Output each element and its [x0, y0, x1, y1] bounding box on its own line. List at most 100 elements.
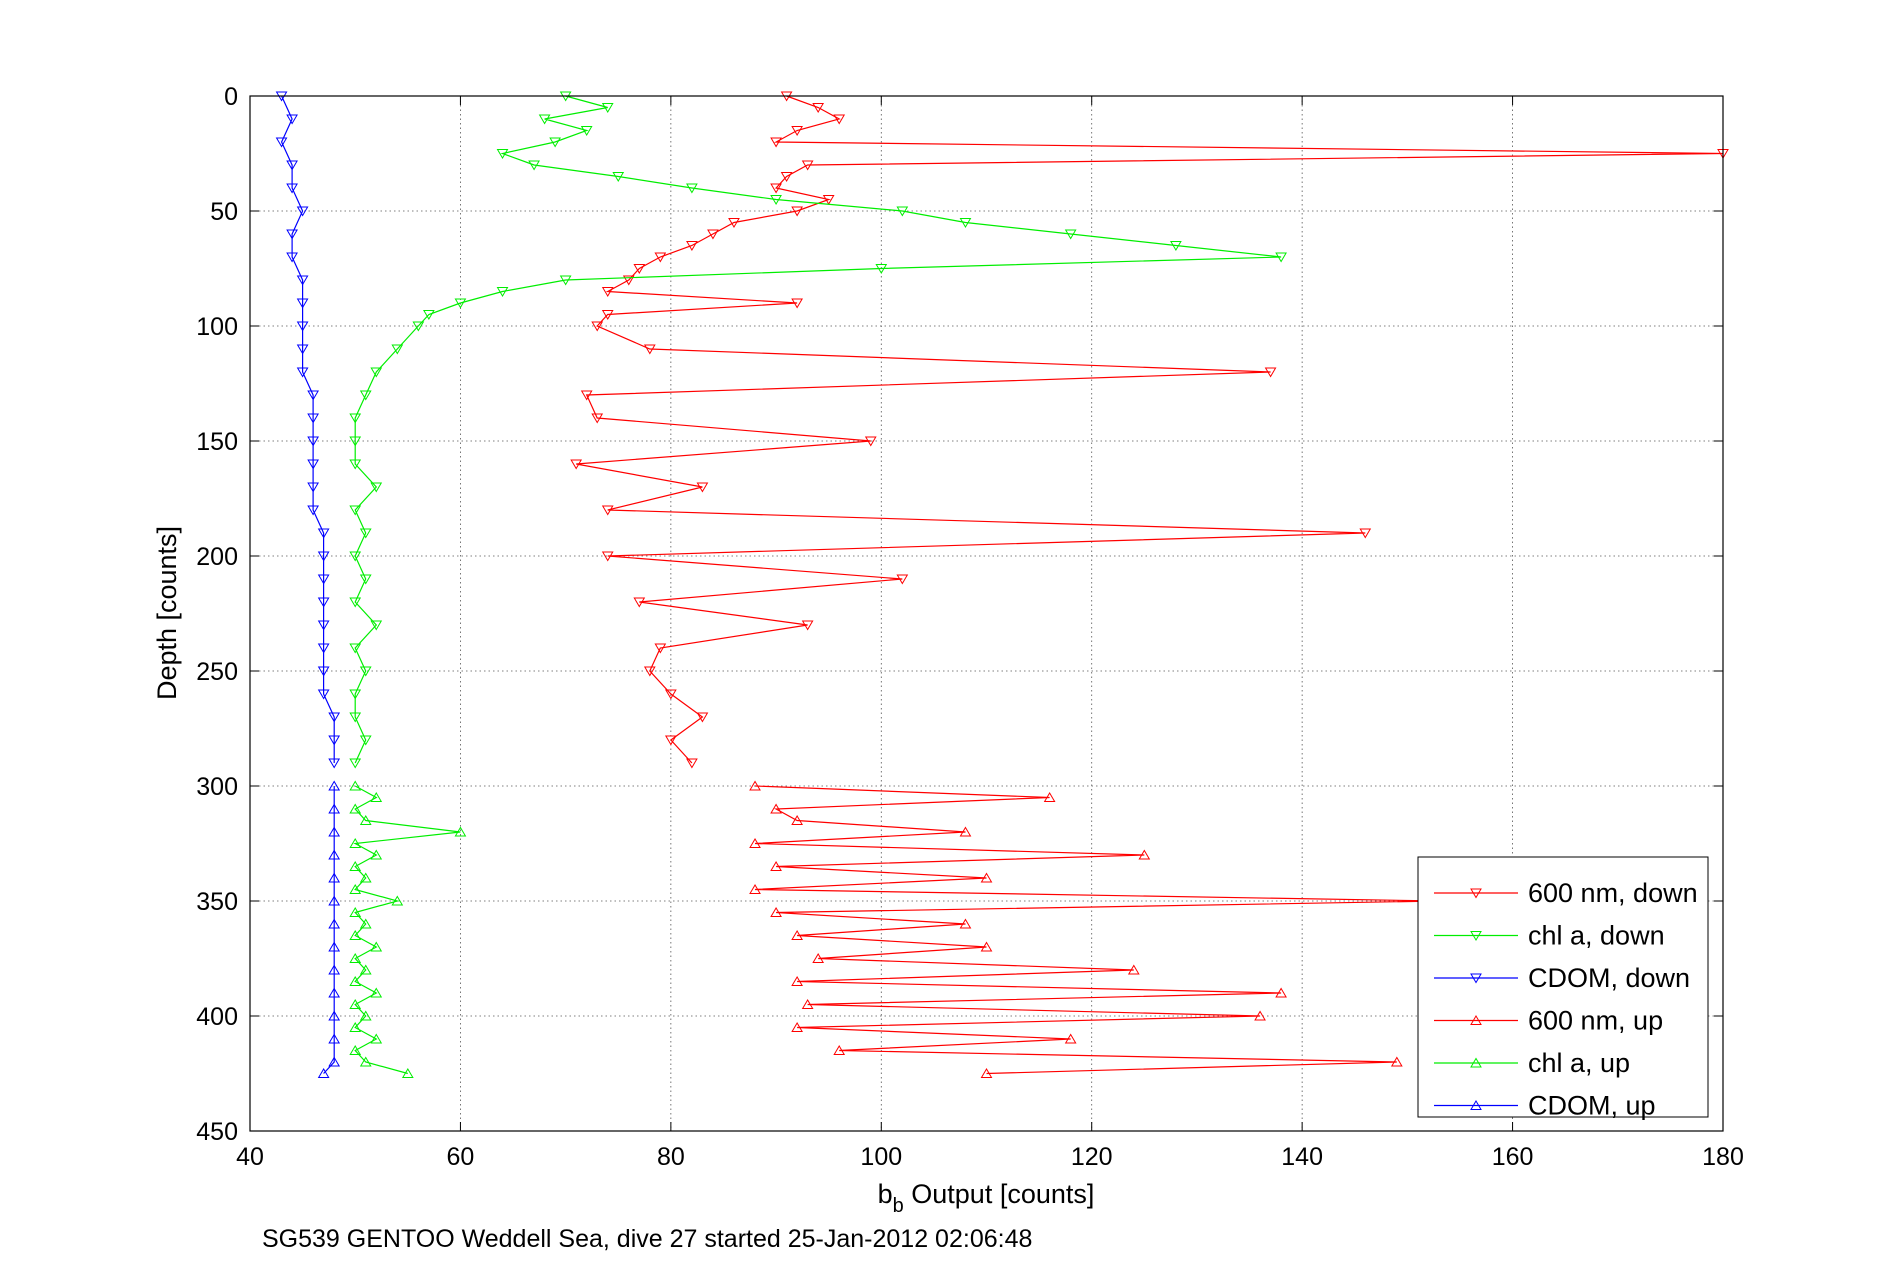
legend-item: chl a, up	[1434, 1048, 1630, 1078]
data-point	[959, 218, 972, 228]
legend-marker	[1470, 931, 1482, 941]
data-point	[612, 172, 625, 182]
data-point	[454, 298, 467, 309]
data-point	[359, 528, 372, 539]
data-point	[359, 815, 372, 825]
data-point	[349, 436, 362, 447]
data-point	[896, 206, 909, 217]
data-point	[422, 310, 435, 320]
legend-label: CDOM, up	[1528, 1091, 1656, 1121]
x-tick-label: 60	[447, 1143, 475, 1171]
axis-ticks: 40 60 80 100 120 140 160 180 0 50 100 150 200 250 300 3…	[196, 83, 1744, 1171]
data-point	[370, 367, 383, 378]
x-tick-label: 100	[860, 1143, 902, 1171]
data-point	[801, 620, 814, 631]
data-point	[328, 987, 341, 998]
data-point	[359, 1056, 372, 1067]
data-point	[317, 689, 330, 700]
data-point	[370, 849, 383, 860]
y-tick-label: 150	[196, 428, 238, 456]
data-point	[770, 183, 782, 194]
x-tick-label: 120	[1071, 1143, 1113, 1171]
y-tick-label: 400	[196, 1003, 238, 1031]
data-point	[580, 390, 593, 401]
data-point	[643, 666, 656, 677]
data-point	[349, 861, 362, 871]
data-point	[633, 264, 646, 274]
series-line	[754, 785, 1439, 1075]
data-point	[622, 275, 635, 286]
data-point	[412, 321, 425, 332]
data-point	[296, 275, 309, 286]
data-point	[328, 712, 341, 723]
data-point	[549, 137, 561, 148]
data-point	[370, 792, 383, 802]
data-point	[307, 390, 320, 401]
series-cdom-up	[317, 780, 341, 1078]
data-point	[307, 413, 320, 424]
data-point	[328, 1010, 341, 1021]
data-point	[359, 574, 372, 585]
y-tick-label: 350	[196, 888, 238, 916]
data-point	[654, 643, 667, 654]
data-point	[370, 987, 383, 998]
data-point	[286, 252, 298, 263]
data-point	[822, 195, 835, 205]
data-point	[528, 160, 540, 171]
data-point	[770, 803, 782, 814]
data-point	[349, 930, 362, 940]
data-point	[833, 1045, 846, 1055]
x-tick-label: 40	[236, 1143, 264, 1171]
data-point	[812, 103, 825, 113]
data-point	[1170, 241, 1182, 251]
axes-frame	[249, 95, 1724, 1132]
data-point	[1127, 964, 1140, 975]
data-point	[686, 183, 698, 194]
data-point	[833, 114, 846, 125]
series-chl-a-down	[349, 91, 1287, 769]
data-point	[349, 689, 362, 700]
data-point	[349, 976, 362, 986]
data-point	[359, 1010, 372, 1021]
data-point	[601, 310, 614, 320]
data-point	[770, 907, 782, 917]
data-point	[770, 195, 782, 205]
data-point	[296, 344, 309, 355]
legend-marker	[1470, 1057, 1482, 1068]
data-point	[317, 643, 330, 654]
legend-label: CDOM, down	[1528, 963, 1690, 993]
data-series	[275, 91, 1729, 1078]
series-chl-a-up	[349, 780, 467, 1078]
data-point	[349, 780, 362, 791]
data-point	[1138, 849, 1151, 860]
data-point	[686, 758, 698, 769]
series-600-nm-down	[570, 91, 1729, 769]
data-point	[370, 941, 383, 952]
data-point	[328, 1056, 341, 1067]
legend-item: 600 nm, down	[1434, 878, 1698, 908]
data-point	[307, 505, 320, 516]
data-point	[728, 218, 740, 228]
data-point	[1264, 367, 1277, 378]
data-point	[317, 574, 330, 585]
legend-item: CDOM, down	[1434, 963, 1690, 993]
data-point	[349, 597, 362, 608]
data-point	[1043, 792, 1056, 802]
data-point	[359, 918, 372, 929]
data-point	[749, 884, 761, 894]
data-point	[791, 976, 803, 986]
data-point	[791, 930, 803, 940]
data-point	[359, 390, 372, 401]
data-point	[328, 1033, 341, 1044]
data-point	[601, 551, 614, 562]
data-point	[601, 505, 614, 516]
data-point	[391, 344, 404, 355]
series-line	[354, 95, 1282, 764]
data-point	[349, 803, 362, 814]
data-point	[359, 666, 372, 677]
y-axis-label: Depth [counts]	[152, 526, 182, 700]
series-cdom-down	[275, 91, 341, 769]
data-point	[296, 367, 309, 378]
data-point	[349, 712, 362, 723]
